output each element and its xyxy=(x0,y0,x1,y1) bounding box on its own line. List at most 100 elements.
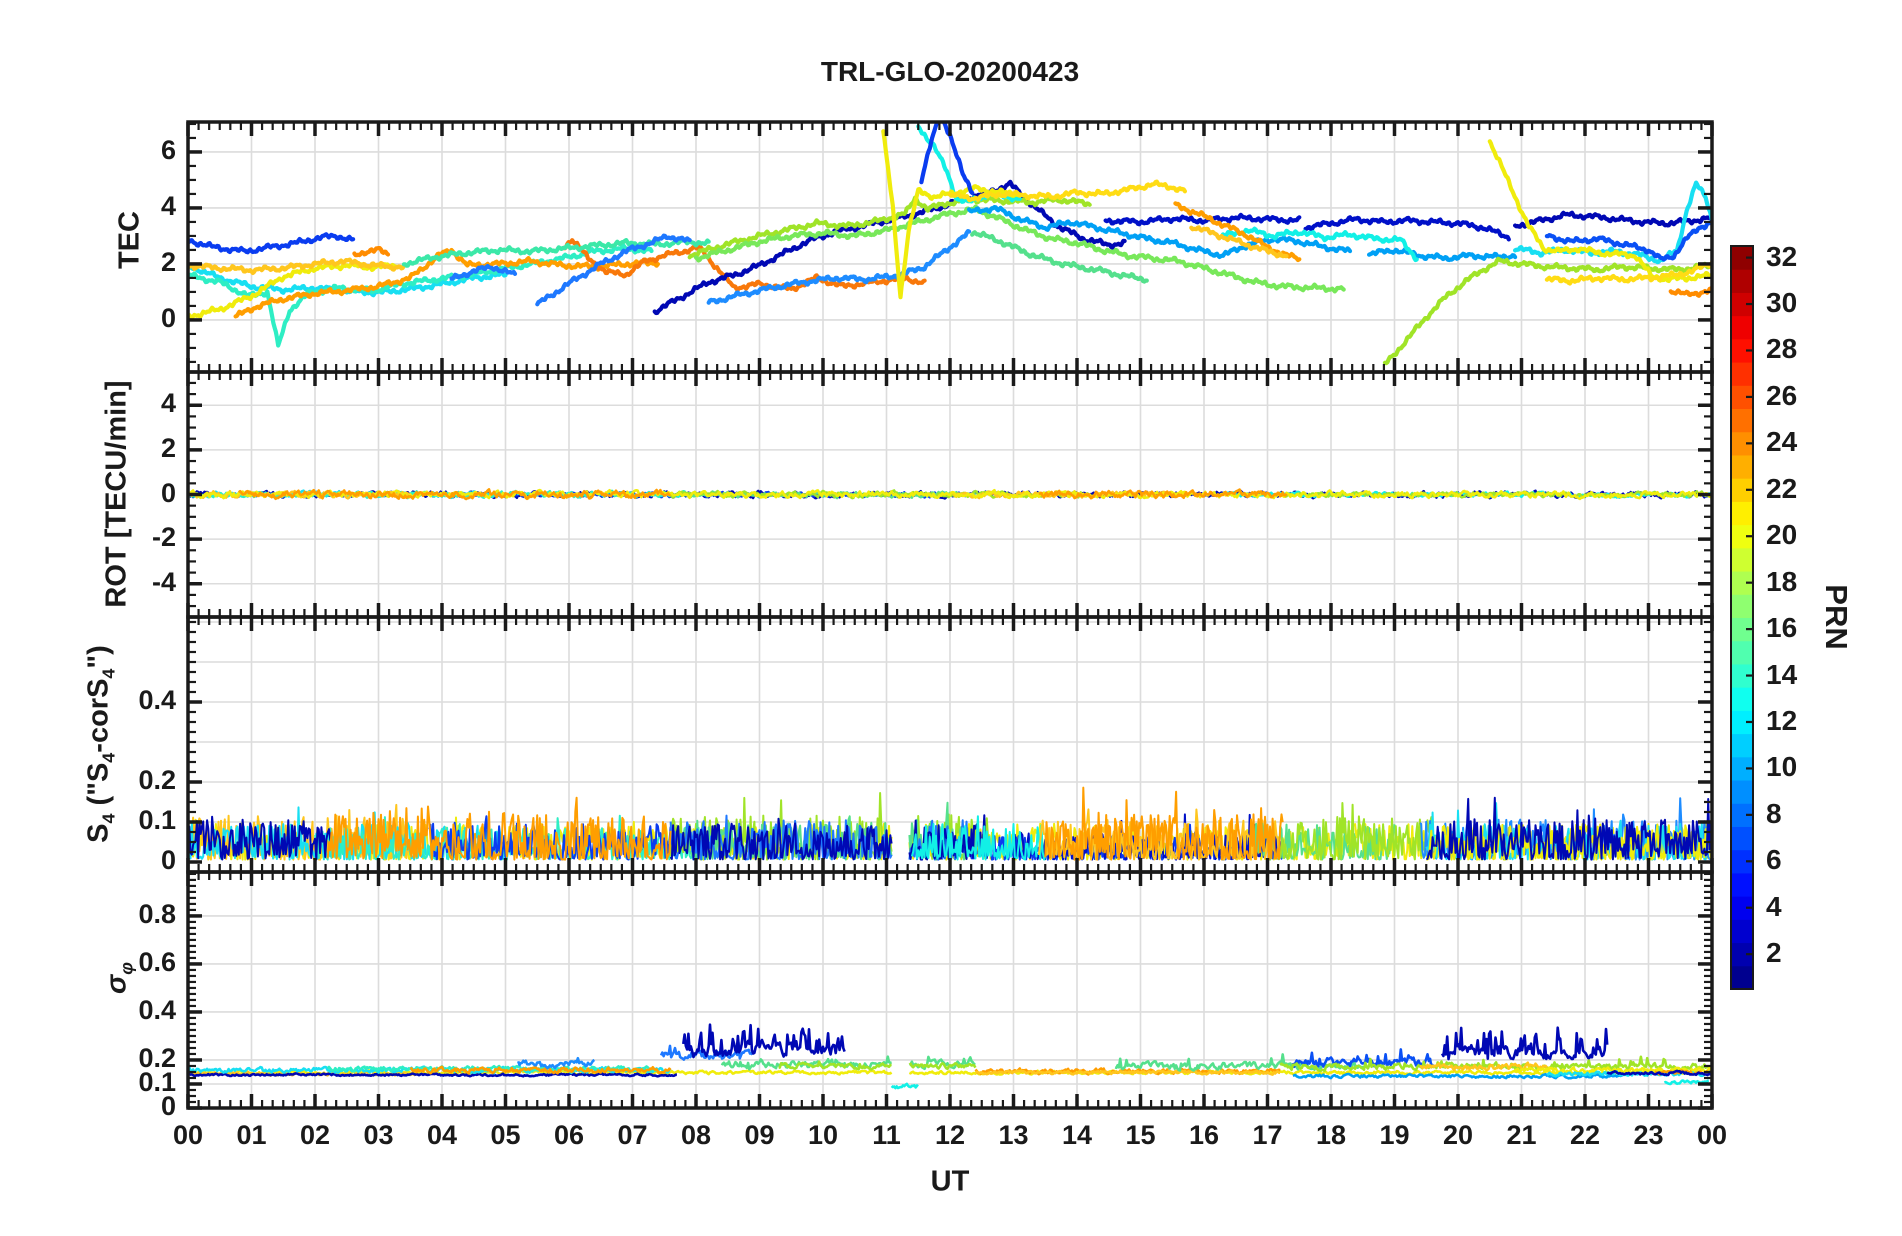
x-tick-label: 18 xyxy=(1315,1120,1347,1150)
colorbar-cell-prn5 xyxy=(1731,872,1753,897)
colorbar-cell-prn8 xyxy=(1731,803,1753,827)
x-tick-label: 01 xyxy=(236,1120,267,1150)
colorbar-tick-label: 22 xyxy=(1766,472,1798,504)
x-tick-label: 14 xyxy=(1061,1120,1093,1150)
x-tick-label: 17 xyxy=(1252,1120,1283,1150)
x-tick-label: 19 xyxy=(1379,1120,1410,1150)
x-tick-label: 07 xyxy=(617,1120,648,1150)
colorbar-cell-prn25 xyxy=(1731,408,1753,433)
colorbar-cell-prn22 xyxy=(1731,478,1753,502)
tec-series-prn24 xyxy=(352,246,391,258)
rot-series-prn23 xyxy=(237,488,671,501)
x-tick-label: 10 xyxy=(807,1120,839,1150)
colorbar-cell-prn26 xyxy=(1731,385,1753,410)
y-tick-label-rot: 2 xyxy=(160,432,176,463)
x-tick-label: 06 xyxy=(553,1120,585,1150)
colorbar-tick-label: 32 xyxy=(1766,240,1798,272)
colorbar-cell-prn4 xyxy=(1731,896,1753,920)
colorbar-cell-prn23 xyxy=(1731,454,1753,479)
y-tick-label-rot: -2 xyxy=(151,522,176,553)
sigma-series-prn22 xyxy=(1419,1061,1548,1072)
tec-series-prn14 xyxy=(188,243,654,348)
y-tick-label-s4: 0.4 xyxy=(138,685,176,715)
x-tick-label: 23 xyxy=(1633,1120,1664,1150)
sigma-series-prn2 xyxy=(188,1072,678,1078)
s4-series-prn23 xyxy=(326,796,672,861)
tec-series-prn10 xyxy=(1367,247,1518,263)
y-tick-label-s4: 0.1 xyxy=(138,805,176,835)
colorbar-cell-prn2 xyxy=(1731,942,1753,967)
panel-rot-series xyxy=(188,488,1712,501)
x-tick-label: 13 xyxy=(998,1120,1029,1150)
y-tick-label-s4: 0 xyxy=(160,845,176,875)
panel-s4-series xyxy=(188,786,1712,861)
y-tick-label-sigma: 0.2 xyxy=(138,1042,176,1073)
s4-series-prn22 xyxy=(1037,808,1282,861)
colorbar-cell-prn30 xyxy=(1731,292,1753,317)
panel-sigma-series xyxy=(188,1023,1712,1090)
tec-series-prn22 xyxy=(1189,225,1289,259)
colorbar-cell-prn31 xyxy=(1731,269,1753,293)
colorbar-cell-prn18 xyxy=(1731,571,1753,595)
sigma-series-prn2 xyxy=(682,1023,846,1059)
s4-series-prn13 xyxy=(910,815,1047,861)
colorbar-cell-prn28 xyxy=(1731,338,1753,363)
x-tick-label: 15 xyxy=(1125,1120,1156,1150)
colorbar-tick-label: 10 xyxy=(1766,751,1798,783)
panel-sigma-axes xyxy=(186,870,1714,1110)
sigma-series-prn2 xyxy=(1440,1026,1609,1061)
colorbar-tick-label: 28 xyxy=(1766,333,1798,365)
colorbar-cell-prn10 xyxy=(1731,756,1753,781)
tec-series-prn18 xyxy=(687,195,1092,260)
y-tick-label-rot: -4 xyxy=(151,566,176,597)
y-tick-label-tec: 2 xyxy=(160,246,176,277)
tec-series-prn8 xyxy=(535,233,692,307)
y-tick-label-sigma: 0.4 xyxy=(138,994,176,1025)
x-tick-label: 00 xyxy=(172,1120,204,1150)
colorbar-tick-label: 8 xyxy=(1766,797,1782,829)
y-tick-label-sigma: 0 xyxy=(160,1091,176,1121)
sigma-series-prn2 xyxy=(1606,1069,1712,1077)
sigma-series-prn22 xyxy=(974,1069,1281,1076)
y-tick-label-sigma: 0.1 xyxy=(138,1066,176,1097)
x-tick-label: 00 xyxy=(1696,1120,1728,1150)
colorbar-cell-prn3 xyxy=(1731,919,1753,944)
colorbar-cell-prn11 xyxy=(1731,733,1753,758)
tec-series-prn22 xyxy=(188,257,406,276)
x-tick-label: 02 xyxy=(299,1120,331,1150)
tec-series-prn17 xyxy=(693,204,1346,294)
colorbar-cell-prn16 xyxy=(1731,617,1753,642)
s4-series-prn2 xyxy=(188,815,334,861)
x-axis-label: UT xyxy=(930,1165,970,1198)
x-tick-label: 03 xyxy=(363,1120,394,1150)
y-tick-label-tec: 4 xyxy=(160,190,176,221)
tec-series-prn23 xyxy=(233,247,660,319)
tec-series-prn10 xyxy=(967,205,1353,260)
colorbar-tick-label: 4 xyxy=(1766,890,1782,922)
sigma-series-prn9 xyxy=(516,1056,596,1070)
colorbar xyxy=(1730,245,1754,990)
colorbar-cell-prn32 xyxy=(1731,246,1753,270)
x-tick-label: 04 xyxy=(426,1120,458,1150)
x-tick-label: 21 xyxy=(1506,1120,1537,1150)
tec-series-prn9 xyxy=(706,229,972,305)
colorbar-tick-label: 26 xyxy=(1766,379,1798,411)
colorbar-cell-prn7 xyxy=(1731,826,1753,851)
x-tick-label: 12 xyxy=(934,1120,966,1150)
colorbar-tick-label: 6 xyxy=(1766,844,1782,876)
tec-series-prn3 xyxy=(1303,215,1511,242)
tec-series-prn6 xyxy=(1544,219,1712,262)
colorbar-cell-prn13 xyxy=(1731,687,1753,711)
tec-series-prn5 xyxy=(919,122,975,195)
colorbar-tick-label: 30 xyxy=(1766,287,1798,319)
x-tick-label: 16 xyxy=(1188,1120,1220,1150)
tec-series-prn13 xyxy=(1220,226,1419,263)
colorbar-tick-label: 18 xyxy=(1766,565,1798,597)
colorbar-cell-prn15 xyxy=(1731,640,1753,665)
colorbar-cell-prn19 xyxy=(1731,547,1753,572)
tec-series-prn3 xyxy=(1103,212,1302,227)
colorbar-cell-prn29 xyxy=(1731,315,1753,340)
tec-series-prn8 xyxy=(449,263,518,281)
colorbar-cell-prn17 xyxy=(1731,594,1753,618)
sigma-series-prn18 xyxy=(778,1060,977,1071)
